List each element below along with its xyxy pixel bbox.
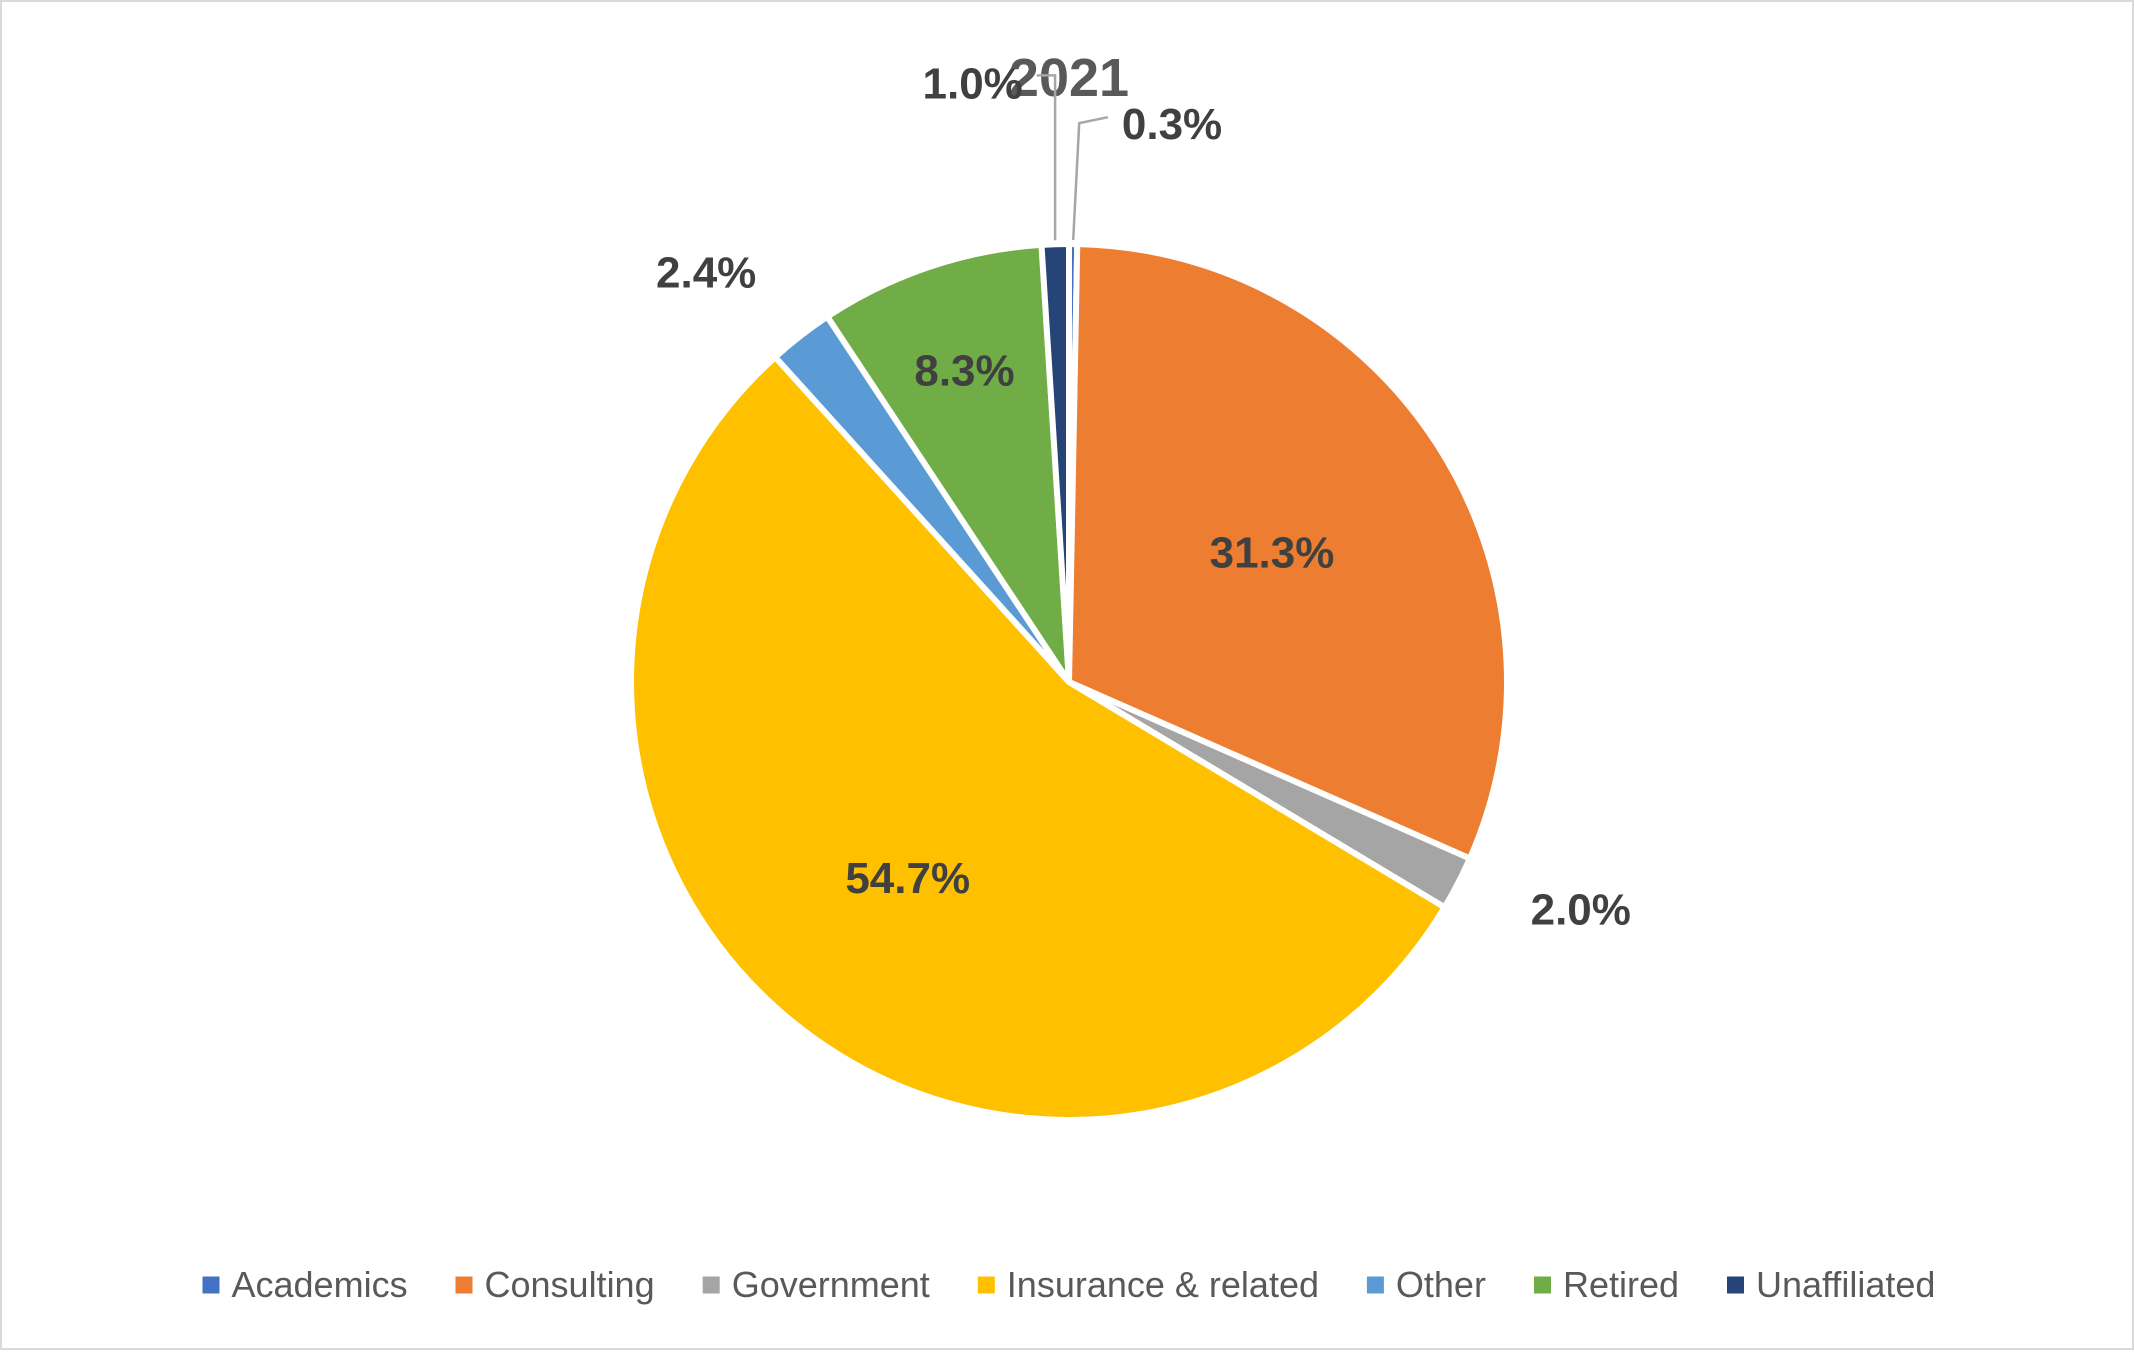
legend-label-academics: Academics <box>232 1264 408 1305</box>
legend-swatch-insurance-and-related <box>977 1276 995 1294</box>
legend-item-retired: Retired <box>1534 1264 1679 1305</box>
legend-item-unaffiliated: Unaffiliated <box>1727 1264 1935 1305</box>
legend-label-unaffiliated: Unaffiliated <box>1756 1264 1935 1305</box>
legend-item-consulting: Consulting <box>455 1264 655 1305</box>
legend-swatch-academics <box>202 1276 220 1294</box>
slice-consulting <box>1066 241 1510 862</box>
legend-swatch-consulting <box>455 1276 473 1294</box>
data-label-other: 2.4% <box>656 248 756 297</box>
data-label-insurance-and-related: 54.7% <box>845 854 970 903</box>
data-label-retired: 8.3% <box>914 347 1014 396</box>
legend-item-government: Government <box>702 1264 930 1305</box>
pie-slices <box>628 240 1510 1124</box>
legend-label-retired: Retired <box>1563 1264 1679 1305</box>
chart-title: 2021 <box>1009 48 1129 108</box>
slice-retired <box>824 241 1072 685</box>
legend-item-insurance-and-related: Insurance & related <box>977 1264 1319 1305</box>
legend-swatch-unaffiliated <box>1727 1276 1744 1294</box>
data-label-academics: 0.3% <box>1122 100 1222 149</box>
legend-item-other: Other <box>1366 1264 1486 1305</box>
data-labels: 0.3% 31.3% 2.0% 54.7% 2.4% 8.3% 1.0% <box>656 59 1631 934</box>
legend-item-academics: Academics <box>202 1264 408 1305</box>
legend-swatch-government <box>702 1276 720 1294</box>
leader-lines <box>1036 74 1109 241</box>
legend-label-other: Other <box>1396 1264 1486 1305</box>
data-label-government: 2.0% <box>1531 886 1631 935</box>
legend-label-insurance-and-related: Insurance & related <box>1007 1264 1319 1305</box>
legend: Academics Consulting Government Insurance &… <box>202 1264 1935 1305</box>
legend-label-government: Government <box>732 1264 930 1305</box>
legend-swatch-retired <box>1534 1276 1551 1294</box>
slice-unaffiliated <box>1038 240 1072 685</box>
data-label-consulting: 31.3% <box>1210 528 1335 577</box>
legend-label-consulting: Consulting <box>485 1264 655 1305</box>
legend-swatch-other <box>1366 1276 1384 1294</box>
leader-line-unaffiliated <box>1036 74 1057 241</box>
data-label-unaffiliated: 1.0% <box>923 59 1023 108</box>
slice-insurance-and-related <box>628 354 1448 1124</box>
leader-line-academics <box>1071 115 1109 241</box>
